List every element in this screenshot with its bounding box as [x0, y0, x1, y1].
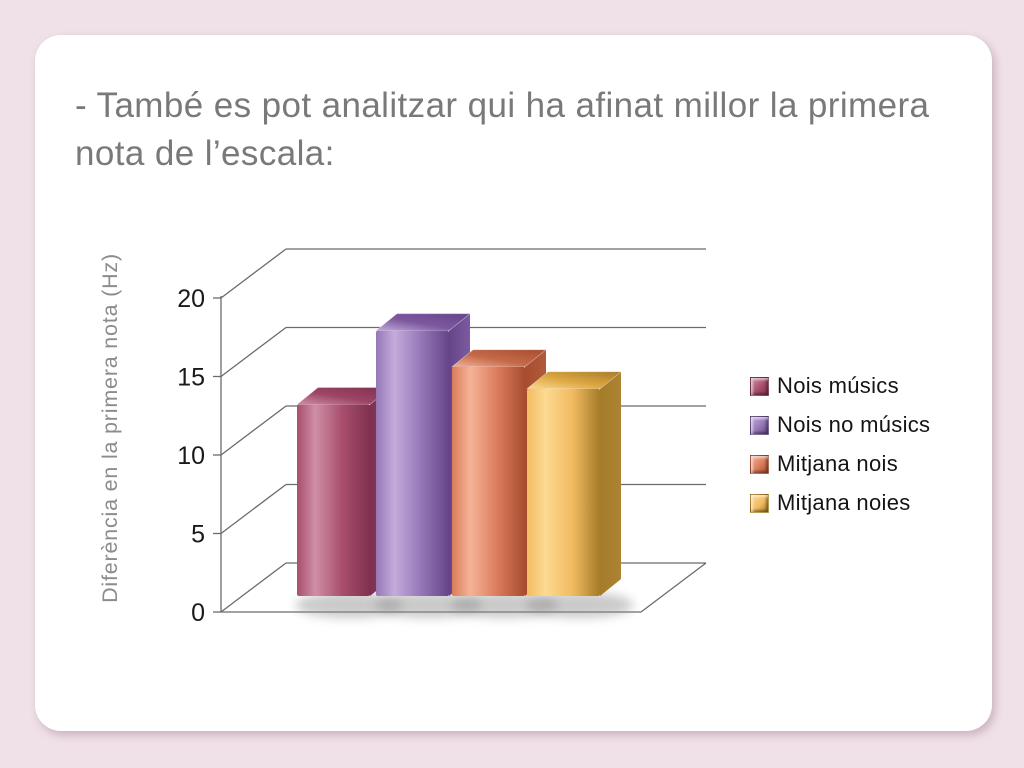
legend-item: Mitjana nois — [750, 449, 930, 479]
legend-label: Mitjana nois — [777, 451, 898, 476]
legend-label: Nois músics — [777, 373, 899, 398]
legend-label: Nois no músics — [777, 412, 931, 437]
legend-item: Nois músics — [750, 371, 930, 401]
chart-legend: Nois músics Nois no músics Mitjana nois Mit… — [750, 371, 930, 518]
legend-item: Nois no músics — [750, 410, 930, 440]
legend-swatch — [750, 454, 769, 474]
legend-swatch — [750, 493, 769, 513]
legend-item: Mitjana noies — [750, 488, 930, 518]
legend-label: Mitjana noies — [777, 490, 911, 515]
slide-title: - També es pot analitzar qui ha afinat m… — [75, 86, 930, 174]
legend-swatch — [750, 415, 769, 435]
legend-swatch — [750, 376, 769, 396]
